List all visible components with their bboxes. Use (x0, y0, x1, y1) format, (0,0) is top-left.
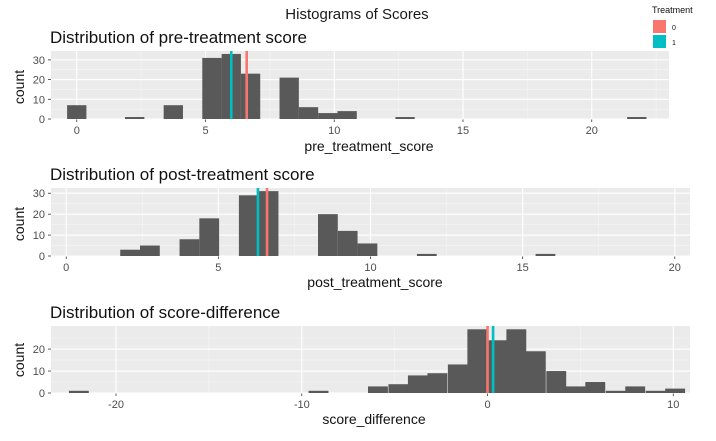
histogram-bar (665, 388, 686, 393)
histogram-bar (627, 117, 647, 119)
panel-title: Distribution of pre-treatment score (50, 28, 307, 47)
histogram-bar (337, 230, 358, 256)
x-axis-label: post_treatment_score (307, 274, 443, 290)
y-tick-label: 10 (33, 230, 45, 242)
figure-title: Histograms of Scores (285, 6, 428, 23)
legend-title: Treatment (652, 5, 693, 15)
y-tick-label: 0 (39, 388, 45, 400)
x-axis-label: score_difference (322, 411, 425, 427)
y-tick-label: 20 (33, 209, 45, 221)
x-tick-label: -20 (108, 399, 124, 411)
pre-treatment-histogram: Distribution of pre-treatment score coun… (11, 28, 669, 154)
x-tick-label: 5 (202, 125, 208, 137)
histogram-bar (407, 375, 428, 393)
x-tick-label: 0 (484, 399, 490, 411)
histogram-bar (525, 351, 546, 393)
legend-label-treatment-0: 0 (672, 25, 676, 32)
histogram-bar (467, 329, 488, 393)
histogram-bar (279, 77, 299, 119)
y-tick-label: 10 (33, 94, 45, 106)
histogram-bar (258, 191, 279, 256)
y-tick-label: 0 (39, 114, 45, 126)
histogram-bar (585, 382, 606, 393)
histogram-bar (535, 253, 556, 256)
histogram-bar (163, 105, 183, 119)
histogram-bar (337, 111, 357, 119)
histogram-bar (486, 340, 507, 393)
histogram-bar (67, 105, 87, 119)
x-tick-label: 20 (586, 125, 598, 137)
histogram-bar (546, 371, 567, 393)
histogram-bar (427, 373, 448, 393)
histogram-bar (645, 390, 666, 393)
y-axis-label: count (11, 343, 27, 377)
x-tick-label: 0 (63, 262, 69, 274)
legend-swatch-treatment-0 (653, 20, 666, 33)
y-tick-label: 30 (33, 188, 45, 200)
histogram-bar (199, 218, 220, 256)
y-tick-label: 30 (33, 55, 45, 67)
histogram-bar (367, 386, 388, 393)
histogram-bar (318, 214, 338, 256)
y-axis-label: count (11, 207, 27, 241)
legend: Treatment 0 1 (652, 5, 693, 48)
histogram-bar (447, 364, 468, 393)
y-tick-label: 20 (33, 344, 45, 356)
histogram-bar (318, 113, 338, 119)
legend-label-treatment-1: 1 (672, 40, 676, 47)
histogram-bar (202, 57, 222, 119)
y-axis-label: count (11, 70, 27, 104)
histogram-bar (357, 243, 378, 256)
histogram-bar (625, 386, 646, 393)
histogram-bar (506, 329, 527, 393)
histogram-bar (605, 390, 626, 393)
panel-title: Distribution of post-treatment score (50, 165, 315, 184)
histogram-bar (68, 390, 89, 393)
x-tick-label: 10 (667, 399, 679, 411)
panel-title: Distribution of score-difference (50, 303, 280, 322)
x-tick-label: 10 (328, 125, 340, 137)
histogram-bar (395, 117, 415, 119)
score-difference-histogram: Distribution of score-difference count s… (11, 303, 690, 427)
histogram-bar (238, 195, 259, 256)
y-tick-label: 0 (39, 251, 45, 263)
histogram-bar (416, 253, 437, 256)
x-axis-label: pre_treatment_score (304, 138, 433, 154)
x-tick-label: 10 (364, 262, 376, 274)
x-tick-label: 5 (215, 262, 221, 274)
x-tick-label: 0 (74, 125, 80, 137)
histogram-bar (125, 117, 145, 119)
histogram-bar (298, 107, 319, 119)
x-tick-label: 15 (457, 125, 469, 137)
histogram-bar (179, 239, 200, 256)
x-tick-label: 20 (669, 262, 681, 274)
histogram-bar (240, 73, 261, 119)
histogram-bar (308, 390, 329, 393)
panel-background (51, 51, 669, 119)
post-treatment-histogram: Distribution of post-treatment score cou… (11, 165, 690, 290)
legend-swatch-treatment-1 (653, 35, 666, 48)
x-tick-label: 15 (517, 262, 529, 274)
histogram-bar (140, 245, 160, 256)
histogram-bar (565, 386, 586, 393)
y-tick-label: 20 (33, 75, 45, 87)
y-tick-label: 10 (33, 366, 45, 378)
histogram-bar (120, 249, 141, 256)
x-tick-label: -10 (294, 399, 310, 411)
histogram-bar (388, 384, 409, 393)
